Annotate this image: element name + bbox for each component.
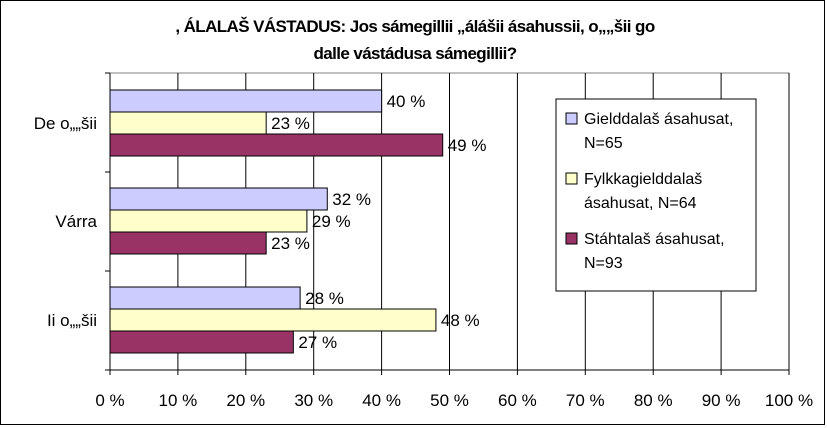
legend-label: Stáhtalaš ásahusat, [584, 231, 725, 248]
data-label: 32 % [332, 190, 371, 209]
data-label: 29 % [312, 212, 351, 231]
legend-label: N=93 [584, 255, 623, 272]
legend-box [555, 98, 757, 292]
bar [109, 209, 308, 233]
legend-label: ásahusat, N=64 [584, 195, 697, 212]
data-label: 28 % [305, 289, 344, 308]
x-tick-label: 0 % [95, 391, 124, 410]
x-tick-label: 70 % [566, 391, 605, 410]
x-tick-label: 80 % [634, 391, 673, 410]
title-line: dalle vástádusa sámegillii? [313, 44, 516, 63]
bar [109, 231, 267, 255]
legend-label: N=65 [584, 135, 623, 152]
x-tick-label: 60 % [498, 391, 537, 410]
bar [109, 286, 301, 310]
data-label: 48 % [441, 311, 480, 330]
category-label: Várra [55, 212, 97, 231]
x-tick-label: 30 % [294, 391, 333, 410]
x-tick-label: 50 % [430, 391, 469, 410]
data-label: 27 % [298, 333, 337, 352]
data-label: 23 % [271, 114, 310, 133]
chart-title: , ÁLALAŠ VÁSTADUS: Jos sámegillii „áláši… [175, 17, 655, 63]
bar [109, 330, 294, 354]
bar [109, 89, 383, 113]
x-tick-label: 10 % [159, 391, 198, 410]
category-label: De o„„šii [34, 114, 97, 133]
bar [109, 111, 267, 135]
bar [109, 133, 444, 157]
title-line: , ÁLALAŠ VÁSTADUS: Jos sámegillii „áláši… [175, 17, 654, 36]
x-tick-label: 100 % [765, 391, 813, 410]
data-label: 40 % [387, 92, 426, 111]
legend-label: Gielddalaš ásahusat, [584, 111, 733, 128]
legend-label: Fylkkagielddalaš [584, 171, 702, 188]
legend: Gielddalaš ásahusat, N=65 Fylkkagielddalaš… [555, 98, 757, 292]
legend-swatch [565, 172, 578, 185]
bar [109, 187, 328, 211]
x-tick-label: 40 % [362, 391, 401, 410]
category-label: Ii o„„šii [47, 311, 97, 330]
data-label: 23 % [271, 234, 310, 253]
legend-swatch [565, 232, 578, 245]
x-tick-label: 90 % [702, 391, 741, 410]
legend-swatch [565, 112, 578, 125]
x-tick-label: 20 % [226, 391, 265, 410]
bar [109, 308, 437, 332]
data-label: 49 % [448, 136, 487, 155]
